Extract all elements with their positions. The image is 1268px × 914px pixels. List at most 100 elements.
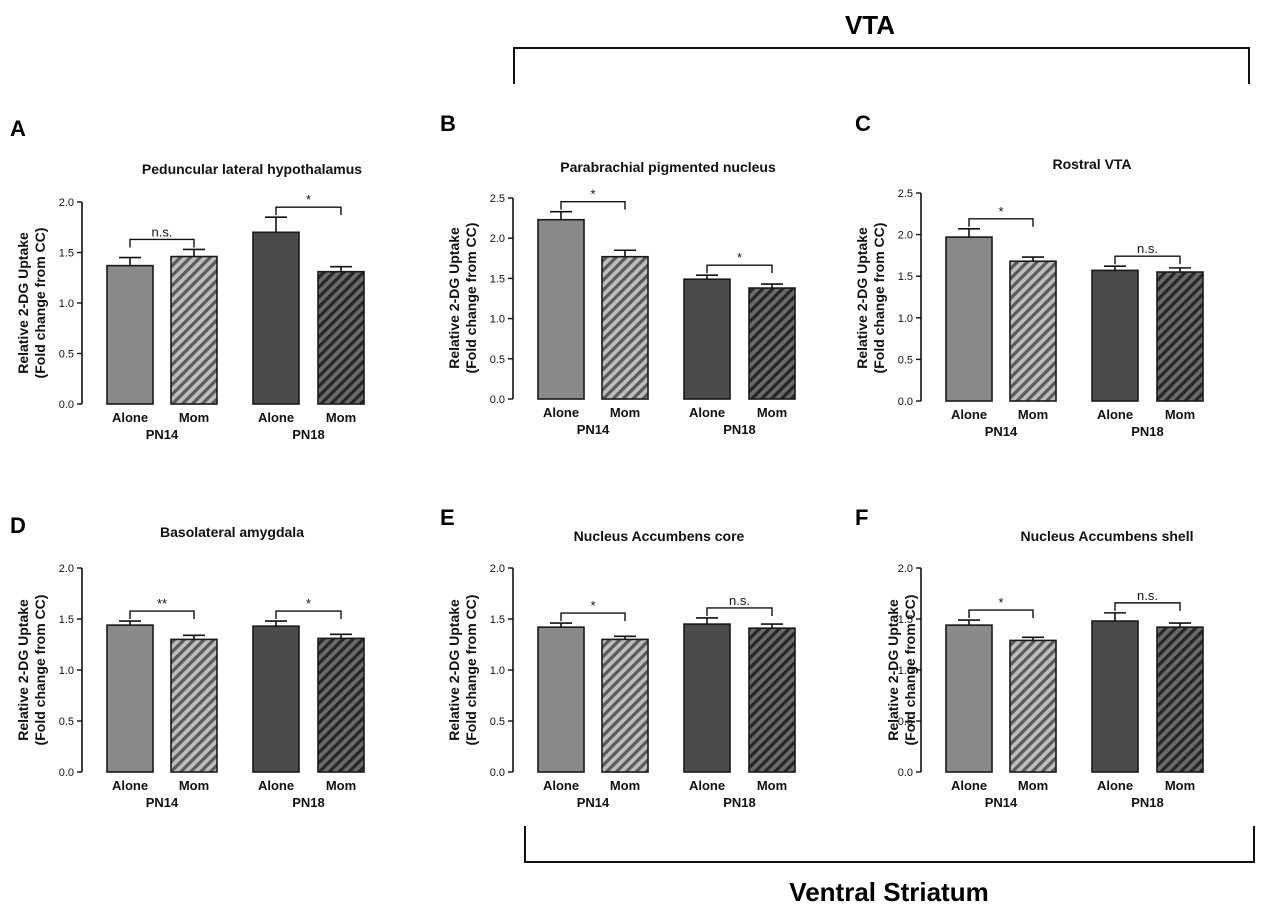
bar-mom-pn14	[170, 638, 218, 773]
ventral-striatum-label: Ventral Striatum	[789, 877, 988, 907]
y-tick-label: 0.5	[898, 354, 913, 366]
x-category-label: Mom	[179, 410, 209, 425]
y-tick-label: 2.5	[898, 188, 913, 200]
bar-alone-pn18	[683, 278, 731, 400]
bar-alone-pn18	[683, 623, 731, 773]
vta-bracket: VTA	[513, 10, 1250, 84]
y-tick-label: 0.0	[59, 767, 74, 779]
panel-b: B Parabrachial pigmented nucleus Relative …	[440, 111, 796, 437]
y-tick-label: 1.0	[59, 298, 74, 310]
significance-label: *	[306, 192, 311, 207]
significance-bracket	[706, 607, 773, 616]
y-axis-label: Relative 2-DG Uptake(Fold change from CC…	[446, 223, 479, 374]
y-tick-label: 1.5	[59, 614, 74, 626]
panel-letter: B	[440, 111, 456, 136]
y-tick-label: 2.0	[490, 233, 505, 245]
x-category-label: Mom	[757, 778, 787, 793]
x-group-label: PN18	[292, 795, 325, 810]
y-tick-label: 0.0	[59, 399, 74, 411]
x-category-label: Alone	[258, 410, 294, 425]
y-tick-label: 2.5	[490, 193, 505, 205]
significance-label: n.s.	[1137, 241, 1158, 256]
y-tick-label: 0.5	[59, 349, 74, 361]
significance-bracket	[1114, 602, 1181, 611]
x-group-label: PN14	[577, 795, 610, 810]
significance-label: *	[590, 598, 595, 613]
y-tick-label: 1.0	[898, 665, 913, 677]
y-tick-label: 1.5	[898, 614, 913, 626]
significance-label: *	[998, 204, 1003, 219]
y-tick-label: 2.0	[898, 230, 913, 242]
y-axis-label: Relative 2-DG Uptake(Fold change from CC…	[854, 223, 887, 374]
x-category-label: Mom	[179, 778, 209, 793]
x-category-label: Alone	[689, 405, 725, 420]
y-axis-label: Relative 2-DG Uptake(Fold change from CC…	[15, 228, 48, 379]
x-group-label: PN18	[1131, 795, 1164, 810]
bar-mom-pn18	[317, 637, 365, 773]
panel-d: D Basolateral amygdala Relative 2-DG Uptak…	[10, 513, 365, 810]
y-tick-label: 0.5	[59, 716, 74, 728]
x-category-label: Alone	[951, 407, 987, 422]
significance-bracket	[129, 610, 195, 620]
panel-title: Rostral VTA	[1052, 156, 1131, 172]
x-category-label: Mom	[326, 410, 356, 425]
panel-title: Basolateral amygdala	[160, 524, 304, 540]
panel-c: C Rostral VTA Relative 2-DG Uptake(Fold ch…	[854, 111, 1204, 439]
x-category-label: Mom	[326, 778, 356, 793]
significance-bracket	[275, 610, 342, 620]
y-tick-label: 0.0	[898, 767, 913, 779]
x-group-label: PN18	[292, 427, 325, 442]
panel-f: F Nucleus Accumbens shell Relative 2-DG Up…	[855, 505, 1204, 810]
significance-label: n.s.	[729, 593, 750, 608]
y-tick-label: 2.0	[898, 563, 913, 575]
significance-label: n.s.	[1137, 588, 1158, 603]
bar-alone-pn14	[537, 626, 585, 773]
bar-mom-pn18	[748, 287, 796, 400]
panel-a: A Peduncular lateral hypothalamus Relative…	[10, 116, 365, 442]
y-tick-label: 1.0	[59, 665, 74, 677]
y-axis-label: Relative 2-DG Uptake(Fold change from CC…	[446, 595, 479, 746]
significance-label: *	[590, 187, 595, 202]
significance-label: **	[157, 596, 167, 611]
bar-alone-pn18	[252, 231, 300, 405]
panel-title: Parabrachial pigmented nucleus	[560, 159, 776, 175]
significance-bracket	[560, 612, 626, 622]
panel-letter: D	[10, 513, 26, 538]
x-group-label: PN14	[146, 795, 179, 810]
x-group-label: PN14	[577, 422, 610, 437]
significance-label: n.s.	[152, 224, 173, 239]
y-axis-label: Relative 2-DG Uptake(Fold change from CC…	[15, 595, 48, 746]
y-tick-label: 0.5	[490, 716, 505, 728]
significance-bracket	[968, 609, 1034, 619]
x-category-label: Mom	[1165, 407, 1195, 422]
y-tick-label: 1.0	[490, 314, 505, 326]
y-tick-label: 1.0	[898, 313, 913, 325]
x-group-label: PN14	[985, 795, 1018, 810]
x-category-label: Alone	[1097, 407, 1133, 422]
bar-alone-pn18	[1091, 269, 1139, 402]
bar-alone-pn18	[1091, 620, 1139, 773]
x-category-label: Alone	[543, 405, 579, 420]
y-tick-label: 1.5	[490, 614, 505, 626]
significance-label: *	[998, 595, 1003, 610]
x-category-label: Mom	[1165, 778, 1195, 793]
x-category-label: Alone	[258, 778, 294, 793]
bar-mom-pn18	[317, 270, 365, 405]
significance-bracket	[275, 206, 342, 216]
significance-bracket	[1114, 255, 1181, 265]
bar-alone-pn14	[945, 624, 993, 773]
x-category-label: Alone	[689, 778, 725, 793]
bar-mom-pn14	[601, 255, 649, 400]
x-category-label: Mom	[1018, 407, 1048, 422]
panel-letter: A	[10, 116, 26, 141]
vta-label: VTA	[845, 10, 895, 40]
y-tick-label: 0.0	[490, 394, 505, 406]
x-category-label: Mom	[610, 405, 640, 420]
panel-title: Nucleus Accumbens core	[574, 528, 745, 544]
y-tick-label: 1.5	[59, 248, 74, 260]
x-group-label: PN18	[723, 422, 756, 437]
panel-e: E Nucleus Accumbens core Relative 2-DG Upt…	[440, 505, 796, 810]
bar-alone-pn14	[945, 236, 993, 402]
significance-bracket	[129, 238, 195, 248]
